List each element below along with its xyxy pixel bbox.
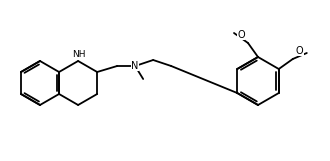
Text: N: N xyxy=(131,61,139,71)
Text: O: O xyxy=(296,46,303,56)
Text: O: O xyxy=(237,30,245,40)
Text: NH: NH xyxy=(72,50,86,59)
